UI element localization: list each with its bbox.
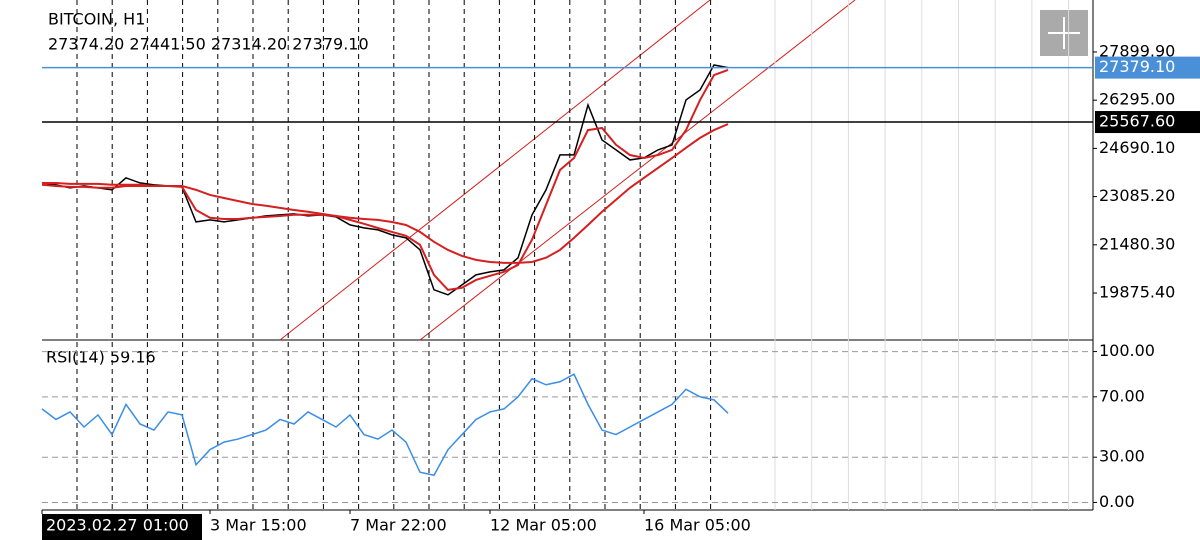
- x-tick-label: 3 Mar 15:00: [210, 516, 307, 535]
- y-tick-label: 23085.20: [1099, 186, 1175, 205]
- y-tick-label: 21480.30: [1099, 234, 1175, 253]
- x-tick-label: 12 Mar 05:00: [490, 516, 597, 535]
- x-label-box: [42, 514, 202, 540]
- rsi-title: RSI(14) 59.16: [46, 348, 156, 367]
- y-tick-label: 0.00: [1099, 492, 1135, 511]
- y-tick-label: 24690.10: [1099, 138, 1175, 157]
- series-line: [42, 123, 729, 264]
- price-label: 27379.10: [1099, 57, 1175, 76]
- y-tick-label: 70.00: [1099, 386, 1145, 405]
- y-tick-label: 26295.00: [1099, 90, 1175, 109]
- y-tick-label: 19875.40: [1099, 283, 1175, 302]
- ohlc-values: 27374.20 27441.50 27314.20 27379.10: [48, 35, 369, 54]
- price-label-box: [1095, 56, 1200, 79]
- x-tick-label: 7 Mar 22:00: [350, 516, 447, 535]
- price-label-box: [1095, 111, 1200, 134]
- y-tick-label: 30.00: [1099, 447, 1145, 466]
- symbol-title: BITCOIN, H1: [48, 10, 145, 29]
- y-tick-label: 27899.90: [1099, 41, 1175, 60]
- y-tick-label: 100.00: [1099, 341, 1155, 360]
- x-tick-label: 16 Mar 05:00: [644, 516, 751, 535]
- layout: [42, 0, 1094, 511]
- channel-line: [419, 0, 856, 341]
- channel-line: [279, 0, 711, 341]
- price-label: 25567.60: [1099, 112, 1175, 131]
- series-line: [41, 373, 729, 477]
- x-tick-label: 2023.02.27 01:00: [46, 516, 189, 535]
